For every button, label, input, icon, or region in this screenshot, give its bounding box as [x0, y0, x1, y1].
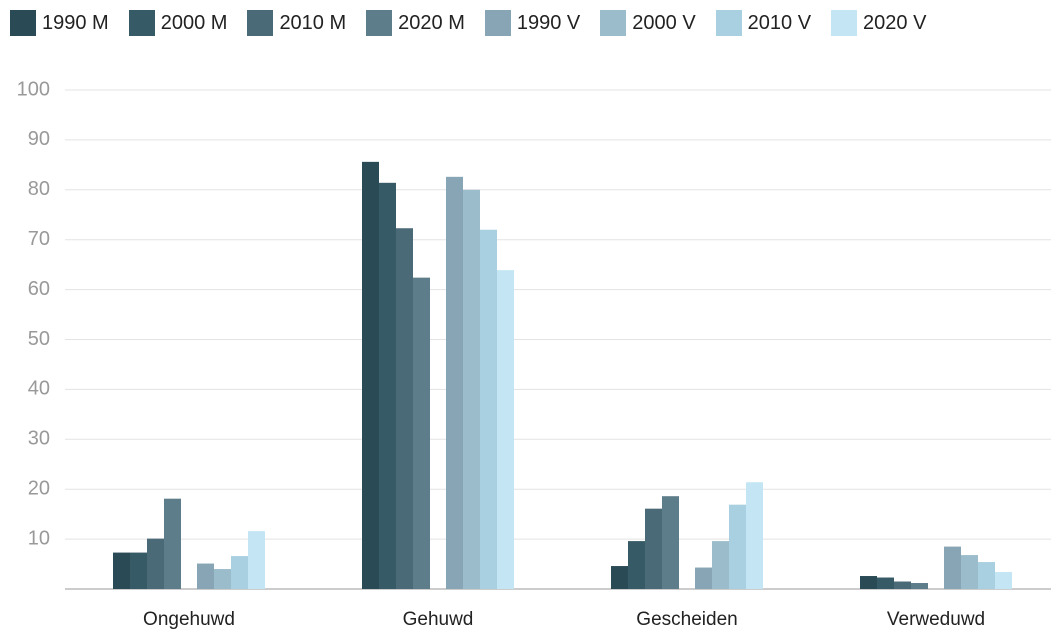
- legend-item: 2020 M: [366, 10, 465, 36]
- bar: [944, 546, 961, 589]
- x-tick-label: Gescheiden: [636, 609, 737, 630]
- bar: [379, 182, 396, 589]
- legend-swatch: [831, 10, 858, 36]
- legend-item: 2010 V: [715, 10, 812, 36]
- legend-item: 1990 V: [484, 10, 581, 36]
- bar: [248, 531, 265, 589]
- bar: [611, 566, 628, 589]
- legend-label: 2010 V: [747, 11, 812, 34]
- bar: [746, 482, 763, 589]
- bar: [480, 229, 497, 589]
- legend-item: 2020 V: [831, 10, 926, 36]
- bar: [446, 176, 463, 590]
- bar: [877, 577, 894, 589]
- bar: [147, 538, 164, 589]
- bar: [628, 541, 645, 589]
- bar: [164, 498, 181, 589]
- bar: [995, 572, 1012, 589]
- legend-label: 2000 V: [632, 11, 696, 34]
- legend-item: 2000 M: [128, 10, 228, 36]
- bar: [894, 581, 911, 589]
- legend-swatch: [715, 10, 742, 36]
- legend-swatch: [10, 10, 36, 36]
- legend-item: 2000 V: [600, 10, 696, 36]
- bar: [729, 504, 746, 589]
- legend-swatch: [128, 10, 155, 36]
- legend-label: 2020 V: [863, 11, 927, 34]
- legend-swatch: [484, 10, 511, 36]
- bar: [113, 552, 130, 589]
- bar: [497, 270, 514, 589]
- bar: [396, 228, 413, 589]
- bar: [362, 161, 379, 589]
- bar: [197, 563, 214, 589]
- y-tick-label: 100: [17, 78, 50, 100]
- bar: [214, 569, 231, 589]
- y-tick-label: 60: [28, 278, 50, 300]
- bar: [413, 277, 430, 589]
- bar: [645, 508, 662, 589]
- bar: [130, 552, 147, 589]
- legend-swatch: [247, 10, 274, 36]
- x-tick-label: Ongehuwd: [143, 609, 235, 630]
- y-tick-label: 80: [28, 178, 50, 200]
- bar: [712, 541, 729, 589]
- legend-swatch: [600, 10, 627, 36]
- bar: [463, 189, 480, 590]
- bar: [662, 496, 679, 589]
- y-tick-label: 20: [28, 477, 50, 499]
- y-tick-label: 40: [28, 378, 50, 400]
- y-tick-label: 30: [28, 428, 50, 450]
- x-tick-label: Verweduwd: [887, 609, 985, 630]
- y-tick-label: 70: [28, 228, 50, 250]
- bar: [978, 562, 995, 589]
- bar: [911, 583, 928, 589]
- legend-label: 1990 V: [516, 11, 581, 34]
- legend-label: 2000 M: [160, 11, 228, 34]
- legend-item: 1990 M: [10, 10, 109, 36]
- y-tick-label: 90: [28, 128, 50, 150]
- legend: 1990 M 2000 M 2010 M 2020 M 1990 V 2000 V 2010…: [10, 10, 926, 36]
- bar: [695, 567, 712, 589]
- y-tick-label: 50: [28, 328, 50, 350]
- y-tick-label: 10: [28, 527, 50, 549]
- legend-label: 1990 M: [42, 11, 109, 34]
- bar: [231, 556, 248, 589]
- legend-label: 2010 M: [279, 11, 347, 34]
- bar: [961, 555, 978, 589]
- bar: [860, 576, 877, 589]
- legend-label: 2020 M: [398, 11, 465, 34]
- legend-swatch: [366, 10, 393, 36]
- x-tick-label: Gehuwd: [403, 609, 474, 630]
- legend-item: 2010 M: [247, 10, 346, 36]
